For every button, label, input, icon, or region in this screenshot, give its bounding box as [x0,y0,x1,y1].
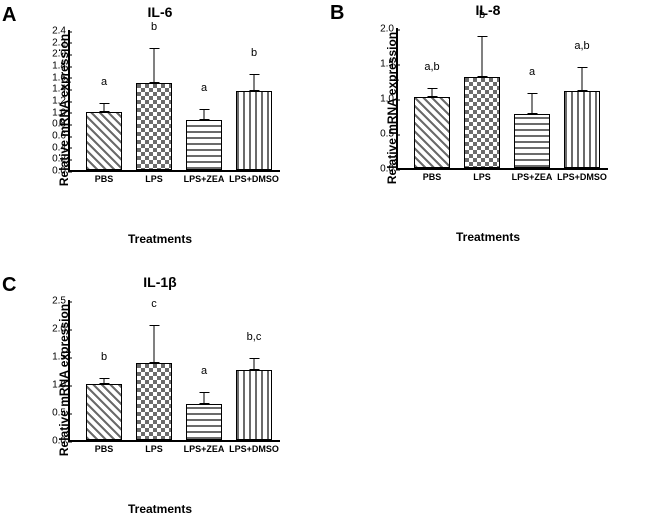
y-tick: 1.5 [36,352,66,363]
y-tick: 1.2 [36,96,66,107]
significance-label: b,c [236,331,272,343]
chart-il6: IL-6 Relative mRNA expression 0.00.20.40… [30,10,290,210]
error-bar [104,103,105,112]
y-tick: 1.0 [36,380,66,391]
y-tick: 0.6 [36,131,66,142]
y-tick: 0.8 [36,119,66,130]
panel-b-label: B [330,2,344,25]
bar [414,97,450,168]
error-bar [104,378,105,384]
y-tick: 0.0 [36,436,66,447]
bar [186,120,222,170]
error-bar [254,358,255,370]
bar [136,363,172,440]
category-label: LPS+DMSO [557,168,607,182]
bar [86,112,122,170]
y-tick: 2.0 [36,324,66,335]
panel-c: C IL-1β Relative mRNA expression 0.00.51… [30,280,290,480]
category-label: LPS [457,168,507,182]
chart-il1b-title: IL-1β [30,274,290,290]
error-bar [532,93,533,114]
y-tick: 1.4 [36,84,66,95]
y-tick: 1.8 [36,61,66,72]
y-tick: 2.5 [36,296,66,307]
y-tick: 0.4 [36,142,66,153]
category-label: LPS+DMSO [229,170,279,184]
bar [236,370,272,440]
category-label: PBS [79,440,129,454]
y-tick: 0.0 [36,166,66,177]
error-bar [154,325,155,363]
panel-b: B IL-8 Relative mRNA expression 0.00.51.… [358,8,618,208]
error-bar [204,392,205,403]
category-label: LPS+ZEA [179,170,229,184]
y-tick: 1.6 [36,72,66,83]
chart-il1b-xlabel: Treatments [30,502,290,516]
bar [136,83,172,171]
y-tick: 0.5 [36,408,66,419]
chart-il8-xlabel: Treatments [358,230,618,244]
chart-il1b: IL-1β Relative mRNA expression 0.00.51.0… [30,280,290,480]
y-tick: 1.5 [364,59,394,70]
bar [236,91,272,170]
bar [86,384,122,440]
category-label: LPS [129,440,179,454]
error-bar [432,88,433,96]
y-tick: 0.5 [364,129,394,140]
significance-label: a [514,66,550,78]
error-bar [254,74,255,92]
error-bar [482,36,483,77]
significance-label: b [464,9,500,21]
significance-label: a [86,76,122,88]
panel-a: A IL-6 Relative mRNA expression 0.00.20.… [30,10,290,210]
y-tick: 0.2 [36,154,66,165]
category-label: LPS+DMSO [229,440,279,454]
chart-il8-plot: 0.00.51.01.52.0a,bPBSbLPSaLPS+ZEAa,bLPS+… [396,28,608,170]
y-tick: 2.2 [36,37,66,48]
y-tick: 0.0 [364,164,394,175]
y-tick: 2.4 [36,26,66,37]
category-label: PBS [407,168,457,182]
y-tick: 1.0 [364,94,394,105]
chart-il6-plot: 0.00.20.40.60.81.01.21.41.61.82.02.22.4a… [68,30,280,172]
bar [564,91,600,168]
significance-label: b [236,47,272,59]
y-tick: 1.0 [36,107,66,118]
significance-label: a,b [414,61,450,73]
panel-c-label: C [2,274,16,297]
category-label: LPS+ZEA [179,440,229,454]
y-tick: 2.0 [364,24,394,35]
category-label: LPS [129,170,179,184]
panel-a-label: A [2,4,16,27]
bar [186,404,222,440]
chart-il6-title: IL-6 [30,4,290,20]
y-tick: 2.0 [36,49,66,60]
significance-label: a,b [564,40,600,52]
significance-label: b [136,21,172,33]
chart-il1b-plot: 0.00.51.01.52.02.5bPBScLPSaLPS+ZEAb,cLPS… [68,300,280,442]
significance-label: b [86,351,122,363]
chart-il6-xlabel: Treatments [30,232,290,246]
error-bar [582,67,583,92]
error-bar [204,109,205,121]
bar [464,77,500,168]
error-bar [154,48,155,83]
significance-label: a [186,82,222,94]
chart-il8: IL-8 Relative mRNA expression 0.00.51.01… [358,8,618,208]
category-label: PBS [79,170,129,184]
significance-label: c [136,298,172,310]
bar [514,114,550,168]
significance-label: a [186,365,222,377]
category-label: LPS+ZEA [507,168,557,182]
